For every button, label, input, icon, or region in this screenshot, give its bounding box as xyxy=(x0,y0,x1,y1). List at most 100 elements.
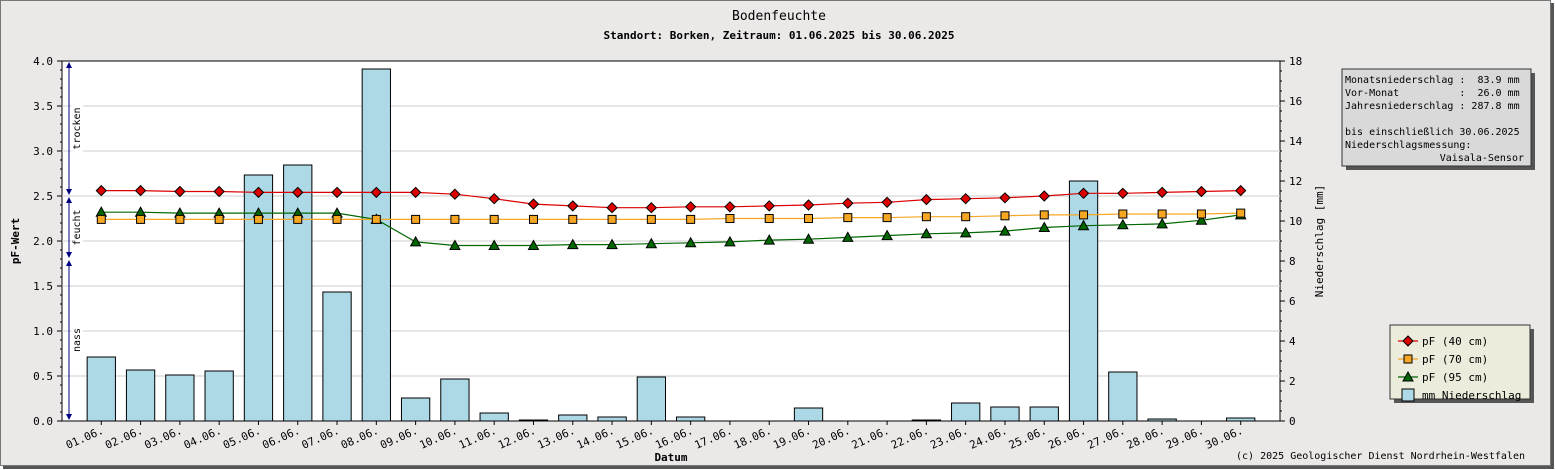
pf-marker xyxy=(606,201,618,214)
pf-marker xyxy=(686,214,696,224)
info-box: Monatsniederschlag : 83.9 mm Vor-Monat :… xyxy=(1341,68,1535,170)
pf-marker xyxy=(1117,187,1129,200)
pf-marker xyxy=(842,197,854,209)
pf-marker xyxy=(134,184,147,197)
zone-label: feucht xyxy=(72,209,83,245)
precipitation-bar xyxy=(400,397,431,422)
x-tick-label: 25.06. xyxy=(1007,424,1049,452)
info-monatsniederschlag: Monatsniederschlag : 83.9 mm xyxy=(1345,75,1520,86)
pf-marker xyxy=(724,235,736,247)
pf-marker xyxy=(1118,209,1128,219)
pf-marker xyxy=(1038,190,1050,202)
pf-marker xyxy=(527,239,540,250)
legend-marker xyxy=(1402,370,1414,382)
y-tick-label-left: 0.5 xyxy=(33,370,53,383)
x-tick-label: 04.06. xyxy=(182,424,224,452)
pf-lines xyxy=(95,184,1247,250)
x-tick-label: 01.06. xyxy=(64,424,106,452)
pf-marker xyxy=(802,233,815,244)
pf-marker xyxy=(489,214,499,224)
pf-marker xyxy=(409,235,422,247)
pf-marker xyxy=(1079,210,1089,220)
pf-marker xyxy=(725,214,735,223)
pf-line xyxy=(101,190,1241,209)
pf-marker xyxy=(999,192,1011,204)
zone-label: trocken xyxy=(72,107,83,149)
zone-arrow-up xyxy=(66,260,72,266)
precipitation-bar xyxy=(676,416,706,422)
pf-marker xyxy=(684,236,697,248)
pf-marker xyxy=(724,201,736,213)
precipitation-bar xyxy=(911,419,942,422)
x-tick-label: 22.06. xyxy=(889,424,931,452)
y-tick-label-left: 2.0 xyxy=(33,235,53,248)
info-jahresniederschlag: Jahresniederschlag : 287.8 mm xyxy=(1345,101,1520,112)
precipitation-bar xyxy=(558,414,588,422)
pf-marker xyxy=(607,214,617,224)
pf-marker xyxy=(645,201,658,214)
y-tick-label-right: 10 xyxy=(1289,215,1302,228)
x-tick-label: 18.06. xyxy=(732,424,774,452)
pf-marker xyxy=(882,213,892,223)
pf-marker xyxy=(332,214,342,224)
pf-marker xyxy=(371,214,381,224)
x-axis-label: Datum xyxy=(654,451,687,464)
pf-marker xyxy=(1116,218,1129,230)
info-box-background xyxy=(1341,68,1532,167)
precipitation-bars xyxy=(86,68,1256,422)
pf-marker xyxy=(959,192,972,205)
pf-marker xyxy=(253,214,263,224)
pf-marker xyxy=(1077,187,1090,200)
x-tick-label: 30.06. xyxy=(1203,424,1245,452)
precipitation-bar xyxy=(597,416,627,422)
x-tick-label: 20.06. xyxy=(810,424,852,452)
pf-marker xyxy=(450,214,460,224)
precipitation-bar xyxy=(1226,417,1256,422)
precipitation-bar xyxy=(1029,406,1059,422)
zone-arrow-up xyxy=(66,62,72,68)
pf-marker xyxy=(999,225,1011,236)
pf-marker xyxy=(488,192,500,205)
y-tick-label-right: 2 xyxy=(1289,375,1296,388)
zone-arrow-down xyxy=(66,414,72,420)
pf-marker xyxy=(527,198,540,210)
pf-marker xyxy=(252,186,265,199)
pf-marker xyxy=(174,185,186,198)
pf-marker xyxy=(1156,217,1168,229)
x-tick-label: 23.06. xyxy=(928,424,970,452)
pf-marker xyxy=(95,184,107,197)
precipitation-bar xyxy=(479,412,509,422)
x-tick-label: 03.06. xyxy=(142,424,184,452)
x-tick-label: 05.06. xyxy=(221,424,263,452)
pf-marker xyxy=(411,214,421,224)
y-tick-label-left: 1.0 xyxy=(33,325,53,338)
pf-marker xyxy=(136,214,146,224)
pf-marker xyxy=(802,199,815,211)
y-tick-label-right: 4 xyxy=(1289,335,1296,348)
pf-marker xyxy=(175,214,185,224)
pf-marker xyxy=(920,227,933,239)
x-tick-label: 19.06. xyxy=(771,424,813,452)
copyright: (c) 2025 Geologischer Dienst Nordrhein-W… xyxy=(1236,451,1525,462)
moisture-zones: trocken feucht nass xyxy=(66,62,83,420)
precipitation-bar xyxy=(636,376,666,422)
pf-marker xyxy=(684,201,697,213)
pf-marker xyxy=(292,186,304,199)
chart-title: Bodenfeuchte xyxy=(732,9,826,24)
y-tick-label-right: 6 xyxy=(1289,295,1296,308)
precipitation-bar xyxy=(518,419,549,422)
legend-marker xyxy=(1403,354,1413,364)
y-tick-label-left: 4.0 xyxy=(33,55,53,68)
pf-marker xyxy=(959,226,972,238)
y-tick-label-right: 8 xyxy=(1289,255,1296,268)
pf-marker xyxy=(881,229,893,241)
legend-label: pF (95 cm) xyxy=(1422,371,1488,384)
pf-marker xyxy=(843,213,853,223)
legend-marker xyxy=(1402,335,1414,347)
y-tick-label-left: 3.5 xyxy=(33,100,53,113)
info-vor-monat: Vor-Monat : 26.0 mm xyxy=(1345,88,1520,99)
pf-marker xyxy=(568,214,578,224)
legend: pF (40 cm) pF (70 cm) pF (95 cm) mm Nieders… xyxy=(1389,324,1534,403)
pf-marker xyxy=(1077,219,1090,231)
y-tick-label-left: 1.5 xyxy=(33,280,53,293)
